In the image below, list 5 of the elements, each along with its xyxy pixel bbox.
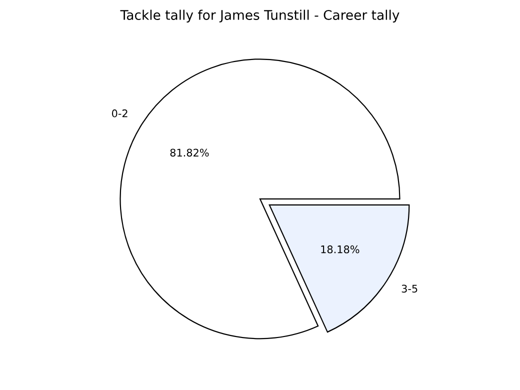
slice-label: 0-2: [112, 109, 128, 118]
data-label: 18.18%: [321, 245, 360, 254]
chart-title: Tackle tally for James Tunstill - Career tally: [120, 10, 400, 23]
slice-label: 3-5: [402, 284, 418, 293]
data-label: 81.82%: [170, 148, 209, 157]
